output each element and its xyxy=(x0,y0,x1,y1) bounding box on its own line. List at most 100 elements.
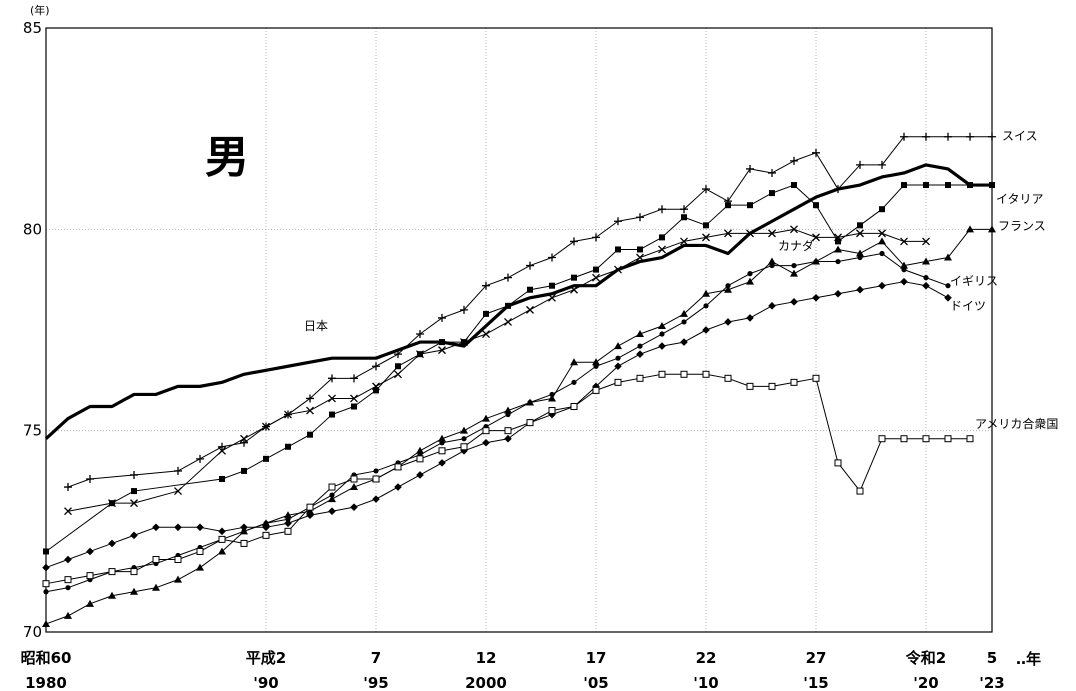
data-point xyxy=(636,253,644,262)
data-point xyxy=(263,520,269,526)
series-イタリア xyxy=(43,182,995,555)
data-point xyxy=(328,394,336,403)
data-point xyxy=(439,440,445,446)
x-tick-label-era: 22 xyxy=(696,649,717,667)
data-point xyxy=(637,343,643,349)
data-point xyxy=(571,379,577,385)
x-tick-label-year: '05 xyxy=(583,674,608,691)
data-point xyxy=(526,419,534,427)
data-point xyxy=(834,185,842,194)
data-point xyxy=(592,386,600,394)
data-point xyxy=(768,302,776,310)
data-point xyxy=(900,261,908,269)
data-point xyxy=(790,225,798,234)
x-tick-label-year: 2000 xyxy=(465,674,507,691)
data-point xyxy=(593,363,599,369)
data-point xyxy=(966,435,974,443)
data-point xyxy=(680,370,688,378)
data-point xyxy=(218,547,226,555)
data-point xyxy=(944,132,952,141)
data-point xyxy=(218,442,226,451)
data-point xyxy=(152,556,160,564)
data-point xyxy=(570,403,578,411)
x-tick-label-era: 27 xyxy=(806,649,827,667)
series-line xyxy=(67,136,992,488)
data-point xyxy=(394,350,402,359)
data-point xyxy=(372,362,380,371)
data-point xyxy=(614,378,622,386)
data-point xyxy=(614,217,622,226)
data-point xyxy=(636,374,644,382)
x-suffix-label: ‥年 xyxy=(1016,650,1041,668)
data-point xyxy=(548,293,556,302)
data-point xyxy=(438,346,446,355)
data-point xyxy=(878,229,886,238)
data-point xyxy=(593,266,599,273)
data-point xyxy=(791,182,797,189)
data-point xyxy=(570,285,578,294)
data-point xyxy=(131,488,137,495)
data-point xyxy=(373,387,379,394)
data-point xyxy=(482,427,490,435)
data-point xyxy=(416,446,424,454)
data-point xyxy=(284,527,292,535)
data-point xyxy=(856,249,864,257)
data-point xyxy=(592,233,600,242)
data-point xyxy=(747,271,753,277)
data-point xyxy=(395,363,401,370)
data-point xyxy=(350,483,358,491)
data-point xyxy=(416,471,424,479)
series-line xyxy=(45,281,949,569)
x-tick-label-year: '20 xyxy=(913,674,938,691)
data-point xyxy=(504,317,512,326)
data-point xyxy=(438,313,446,322)
data-point xyxy=(130,587,138,595)
data-point xyxy=(483,310,489,317)
data-point xyxy=(438,459,446,467)
data-point xyxy=(724,374,732,382)
data-point xyxy=(702,289,710,297)
data-point xyxy=(130,568,138,576)
data-point xyxy=(152,583,160,591)
data-point xyxy=(658,342,666,350)
data-point xyxy=(812,148,820,157)
data-point xyxy=(680,338,688,346)
data-point xyxy=(989,182,995,189)
data-point xyxy=(967,182,973,189)
x-tick-label-era: 昭和60 xyxy=(21,649,72,667)
data-point xyxy=(372,382,380,391)
data-point xyxy=(262,523,270,532)
data-point xyxy=(219,475,225,482)
data-point xyxy=(878,237,886,245)
data-point xyxy=(285,443,291,450)
data-point xyxy=(86,572,94,580)
series-label: 日本 xyxy=(304,319,328,333)
data-point xyxy=(658,321,666,329)
data-point xyxy=(240,434,248,443)
x-tick-label-year: '90 xyxy=(253,674,278,691)
series-line xyxy=(44,163,992,440)
data-point xyxy=(571,274,577,281)
series-line xyxy=(45,184,992,552)
data-point xyxy=(328,507,336,515)
data-point xyxy=(218,527,226,536)
data-point xyxy=(856,285,864,294)
data-point xyxy=(174,487,182,496)
data-point xyxy=(43,548,49,555)
x-tick-label-era: 平成2 xyxy=(246,649,286,667)
data-point xyxy=(439,339,445,346)
data-point xyxy=(241,528,247,534)
data-point xyxy=(966,132,974,141)
x-tick-label-era: 17 xyxy=(586,649,607,667)
data-point xyxy=(658,245,666,254)
data-point xyxy=(548,410,556,419)
data-point xyxy=(329,411,335,418)
data-point xyxy=(746,229,754,238)
data-point xyxy=(725,283,731,289)
data-point xyxy=(416,455,424,463)
data-point xyxy=(482,330,490,338)
data-point xyxy=(812,374,820,382)
data-point xyxy=(130,499,138,508)
data-point xyxy=(504,434,512,443)
data-point xyxy=(746,164,754,173)
